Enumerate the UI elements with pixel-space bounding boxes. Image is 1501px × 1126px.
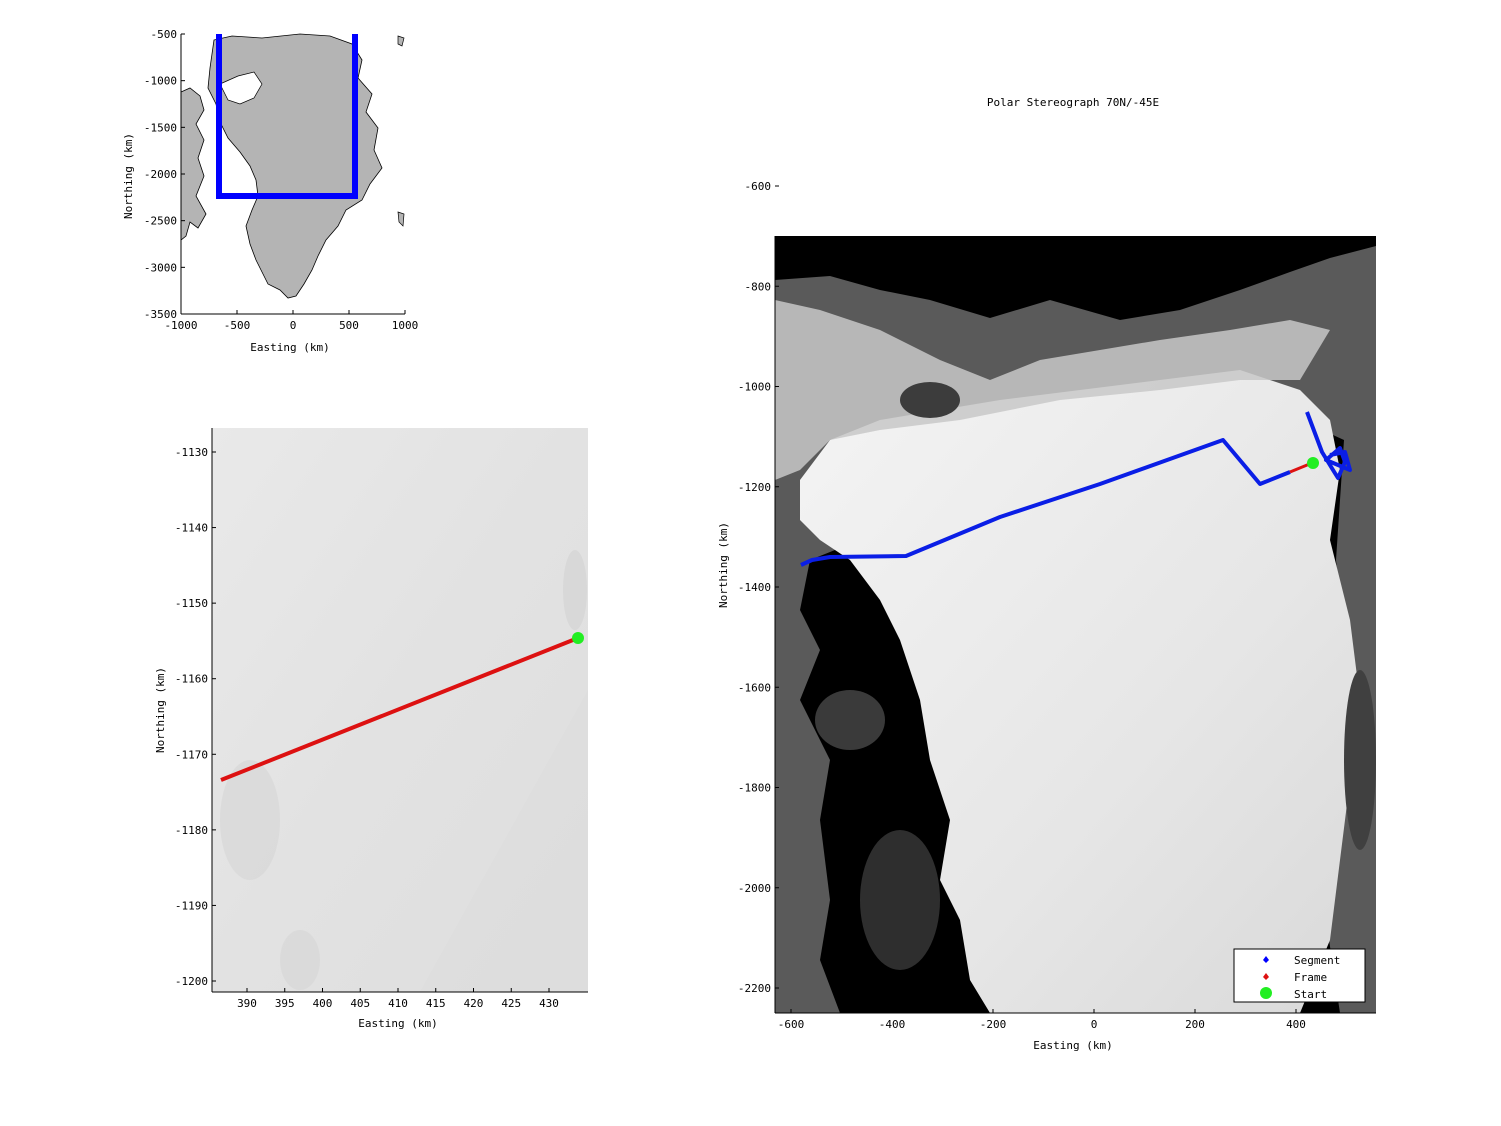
northeast-island (397, 35, 405, 47)
overview-x-label: Easting (km) (250, 341, 329, 354)
frame-y-tick-label: -1170 (175, 748, 208, 761)
main-y-tick-label: -1400 (738, 581, 771, 594)
overview-y-tick-label: -2000 (144, 168, 177, 181)
legend-segment-label: Segment (1294, 954, 1340, 967)
frame-x-tick-label: 405 (350, 997, 370, 1010)
main-map-title: Polar Stereograph 70N/-45E (987, 96, 1159, 109)
overview-y-label: Northing (km) (122, 133, 135, 219)
main-y-tick-label: -600 (745, 180, 772, 193)
frame-start-marker (572, 632, 584, 644)
frame-track-line (220, 636, 579, 782)
greenland-inlet (219, 71, 263, 105)
main-y-tick-label: -800 (745, 280, 772, 293)
overview-y-tick-label: -1000 (144, 75, 177, 88)
main-y-tick-label: -1600 (738, 681, 771, 694)
frame-x-tick-label: 425 (501, 997, 521, 1010)
overview-x-tick-label: 1000 (392, 319, 419, 332)
overview-x-tick-label: -500 (224, 319, 251, 332)
ice-sheet (800, 370, 1360, 1013)
frame-y-tick-label: -1160 (175, 673, 208, 686)
main-y-label: Northing (km) (717, 522, 730, 608)
overview-y-tick-label: -3000 (144, 261, 177, 274)
dark-patch (815, 690, 885, 750)
overview-y-tick-label: -2500 (144, 215, 177, 228)
overview-y-tick-label: -1500 (144, 121, 177, 134)
legend-start-label: Start (1294, 988, 1327, 1001)
overview-x-tick-label: 500 (339, 319, 359, 332)
main-x-tick-label: 400 (1286, 1018, 1306, 1031)
dark-patch (860, 830, 940, 970)
dark-patch (1344, 670, 1376, 850)
frame-y-tick-label: -1140 (175, 522, 208, 535)
frame-x-tick-label: 395 (275, 997, 295, 1010)
legend-frame-label: Frame (1294, 971, 1327, 984)
segment-track-line (800, 438, 1291, 567)
frame-map: 390 395 400 405 410 415 420 425 430 -1130 -1140 -1… (154, 428, 588, 1030)
frame-y-tick-label: -1190 (175, 899, 208, 912)
overview-map: -1000 -500 0 500 1000 -500 -1000 -1500 -2000 -25… (122, 28, 418, 354)
legend-box (1233, 948, 1366, 1003)
frame-y-label: Northing (km) (154, 667, 167, 753)
main-y-tick-label: -1200 (738, 481, 771, 494)
dark-patch (900, 382, 960, 418)
frame-x-tick-label: 430 (539, 997, 559, 1010)
main-map: Polar Stereograph 70N/-45E -600 -400 -200 0… (717, 96, 1376, 1052)
main-x-tick-label: -600 (778, 1018, 805, 1031)
main-y-tick-label: -1800 (738, 782, 771, 795)
legend-start-marker (1260, 987, 1272, 999)
frame-y-tick-label: -1180 (175, 824, 208, 837)
east-island (397, 211, 405, 227)
frame-y-tick-label: -1200 (175, 975, 208, 988)
legend-segment-marker (1263, 956, 1269, 963)
northwest-snow (775, 300, 1330, 480)
legend: Segment Frame Start (1233, 948, 1366, 1003)
greenland-landmass (207, 33, 383, 299)
frame-y-tick-label: -1150 (175, 597, 208, 610)
canada-coast (180, 87, 207, 241)
main-x-tick-label: -200 (980, 1018, 1007, 1031)
main-x-tick-label: 0 (1091, 1018, 1098, 1031)
main-y-tick-label: -2000 (738, 882, 771, 895)
frame-y-tick-label: -1130 (175, 446, 208, 459)
ice-texture (220, 760, 280, 880)
main-start-marker (1307, 457, 1319, 469)
frame-x-tick-label: 400 (313, 997, 333, 1010)
overview-x-tick-label: -1000 (164, 319, 197, 332)
overview-region-box (216, 34, 358, 199)
ice-texture (420, 690, 588, 992)
frame-x-tick-label: 410 (388, 997, 408, 1010)
frame-x-label: Easting (km) (358, 1017, 437, 1030)
ice-texture (280, 930, 320, 990)
frame-x-tick-label: 420 (464, 997, 484, 1010)
main-x-tick-label: -400 (879, 1018, 906, 1031)
main-x-label: Easting (km) (1033, 1039, 1112, 1052)
frame-x-tick-label: 390 (237, 997, 257, 1010)
frame-x-tick-label: 415 (426, 997, 446, 1010)
main-y-tick-label: -1000 (738, 381, 771, 394)
segment-track-loop (1305, 411, 1352, 480)
overview-y-tick-label: -500 (151, 28, 178, 41)
overview-x-tick-label: 0 (290, 319, 297, 332)
main-x-tick-label: 200 (1185, 1018, 1205, 1031)
overview-y-tick-label: -3500 (144, 308, 177, 321)
legend-frame-marker (1263, 973, 1269, 980)
main-y-tick-label: -2200 (738, 982, 771, 995)
ice-texture (563, 550, 587, 630)
